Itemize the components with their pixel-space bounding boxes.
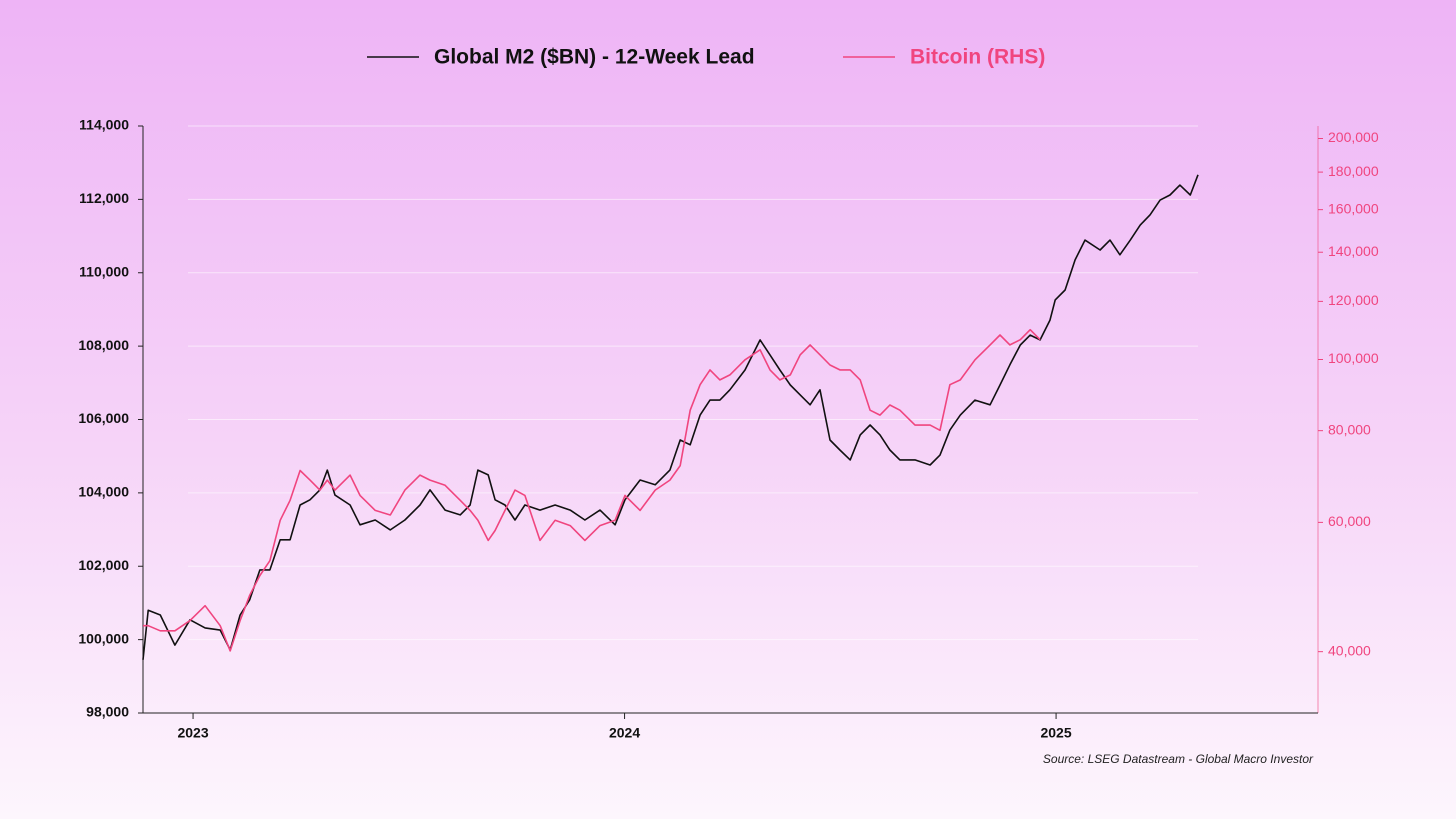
y2-tick-label: 60,000 <box>1328 513 1371 529</box>
y2-tick-label: 120,000 <box>1328 292 1379 308</box>
y-tick-label: 100,000 <box>78 630 129 646</box>
y-tick-label: 108,000 <box>78 337 129 353</box>
y-tick-label: 114,000 <box>79 117 129 133</box>
series-line <box>143 328 1041 652</box>
y-tick-label: 98,000 <box>86 704 129 720</box>
y-tick-label: 112,000 <box>79 190 129 206</box>
y-tick-label: 106,000 <box>78 410 129 426</box>
y2-tick-label: 180,000 <box>1328 163 1379 179</box>
x-tick-label: 2025 <box>1040 725 1071 741</box>
legend-label: Global M2 ($BN) - 12-Week Lead <box>434 46 755 69</box>
y2-tick-label: 140,000 <box>1328 243 1379 259</box>
y-tick-label: 110,000 <box>79 263 129 279</box>
source-note: Source: LSEG Datastream - Global Macro I… <box>1043 752 1314 766</box>
y-tick-label: 104,000 <box>78 484 129 500</box>
legend-label: Bitcoin (RHS) <box>910 46 1045 69</box>
y2-tick-label: 100,000 <box>1328 350 1379 366</box>
y2-tick-label: 80,000 <box>1328 421 1371 437</box>
series-line <box>142 174 1199 660</box>
y2-tick-label: 200,000 <box>1328 129 1379 145</box>
y2-tick-label: 160,000 <box>1328 200 1379 216</box>
y-tick-label: 102,000 <box>78 557 129 573</box>
x-tick-label: 2023 <box>177 725 208 741</box>
y2-tick-label: 40,000 <box>1328 642 1371 658</box>
x-tick-label: 2024 <box>609 725 640 741</box>
